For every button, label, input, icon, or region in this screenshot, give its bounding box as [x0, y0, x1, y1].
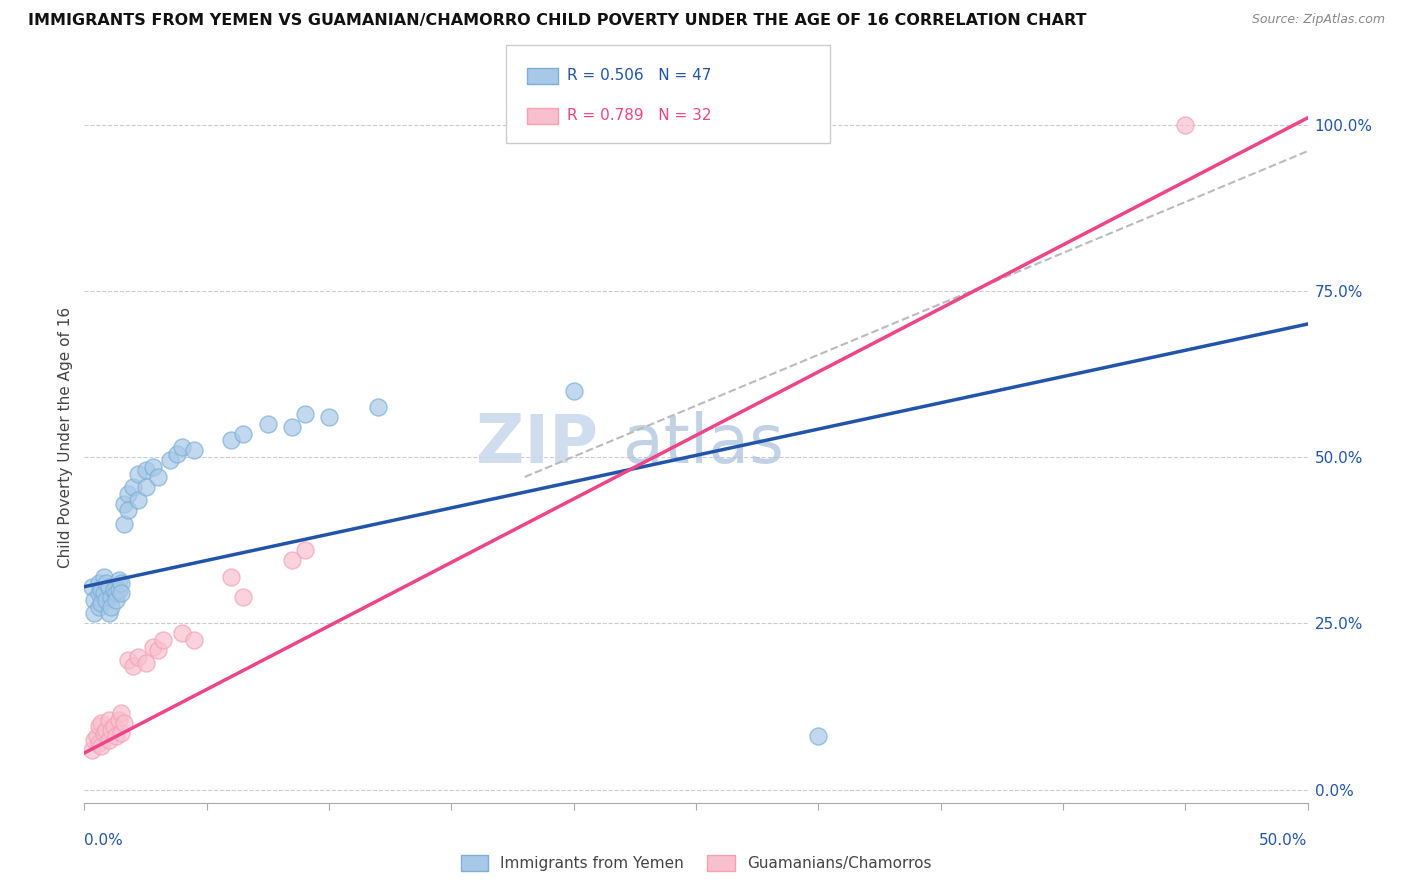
- Point: [97, 732, 120, 747]
- Point: [232, 426, 254, 441]
- Point: [100, 590, 122, 604]
- Point: [83, 732, 105, 747]
- Point: [105, 593, 128, 607]
- Point: [142, 460, 165, 475]
- Point: [135, 656, 157, 670]
- Point: [90, 596, 112, 610]
- Y-axis label: Child Poverty Under the Age of 16: Child Poverty Under the Age of 16: [58, 307, 73, 567]
- Point: [93, 726, 115, 740]
- Point: [127, 649, 149, 664]
- Point: [159, 453, 181, 467]
- Point: [87, 586, 110, 600]
- Point: [90, 716, 112, 731]
- Point: [93, 570, 115, 584]
- Point: [166, 447, 188, 461]
- Text: Source: ZipAtlas.com: Source: ZipAtlas.com: [1251, 13, 1385, 27]
- Point: [107, 573, 129, 587]
- Point: [117, 486, 139, 500]
- Point: [112, 497, 135, 511]
- Point: [96, 593, 118, 607]
- Point: [105, 586, 128, 600]
- Point: [105, 729, 128, 743]
- Point: [87, 719, 110, 733]
- Point: [135, 463, 157, 477]
- Point: [152, 632, 174, 647]
- Point: [107, 713, 129, 727]
- Point: [183, 443, 205, 458]
- Text: atlas: atlas: [623, 411, 783, 477]
- Point: [135, 480, 157, 494]
- Point: [80, 580, 103, 594]
- Point: [103, 582, 125, 597]
- Point: [146, 643, 169, 657]
- Point: [562, 384, 585, 398]
- Point: [96, 723, 118, 737]
- Text: IMMIGRANTS FROM YEMEN VS GUAMANIAN/CHAMORRO CHILD POVERTY UNDER THE AGE OF 16 CO: IMMIGRANTS FROM YEMEN VS GUAMANIAN/CHAMO…: [28, 13, 1087, 29]
- Point: [122, 659, 145, 673]
- Legend: Immigrants from Yemen, Guamanians/Chamorros: Immigrants from Yemen, Guamanians/Chamor…: [456, 850, 936, 876]
- Point: [110, 586, 132, 600]
- Text: R = 0.789   N = 32: R = 0.789 N = 32: [567, 109, 711, 123]
- Point: [83, 607, 105, 621]
- Point: [93, 586, 115, 600]
- Point: [117, 653, 139, 667]
- Point: [110, 726, 132, 740]
- Point: [86, 729, 108, 743]
- Point: [281, 553, 304, 567]
- Point: [294, 543, 316, 558]
- Point: [1174, 118, 1197, 132]
- Point: [807, 729, 830, 743]
- Point: [103, 719, 125, 733]
- Point: [127, 467, 149, 481]
- Point: [90, 739, 112, 754]
- Point: [112, 716, 135, 731]
- Text: 0.0%: 0.0%: [84, 833, 124, 848]
- Point: [281, 420, 304, 434]
- Point: [172, 440, 194, 454]
- Point: [96, 576, 118, 591]
- Point: [83, 593, 105, 607]
- Point: [97, 580, 120, 594]
- Point: [232, 590, 254, 604]
- Point: [219, 570, 242, 584]
- Point: [110, 706, 132, 720]
- Point: [107, 582, 129, 597]
- Text: ZIP: ZIP: [477, 411, 598, 477]
- Point: [183, 632, 205, 647]
- Point: [87, 736, 110, 750]
- Point: [142, 640, 165, 654]
- Point: [117, 503, 139, 517]
- Text: R = 0.506   N = 47: R = 0.506 N = 47: [567, 69, 711, 83]
- Point: [90, 582, 112, 597]
- Point: [110, 576, 132, 591]
- Point: [97, 607, 120, 621]
- Point: [112, 516, 135, 531]
- Point: [146, 470, 169, 484]
- Point: [80, 742, 103, 756]
- Point: [172, 626, 194, 640]
- Point: [127, 493, 149, 508]
- Point: [100, 599, 122, 614]
- Point: [219, 434, 242, 448]
- Point: [257, 417, 280, 431]
- Point: [367, 400, 389, 414]
- Point: [318, 410, 340, 425]
- Point: [87, 576, 110, 591]
- Point: [294, 407, 316, 421]
- Point: [97, 713, 120, 727]
- Point: [100, 723, 122, 737]
- Point: [87, 599, 110, 614]
- Point: [122, 480, 145, 494]
- Text: 50.0%: 50.0%: [1260, 833, 1308, 848]
